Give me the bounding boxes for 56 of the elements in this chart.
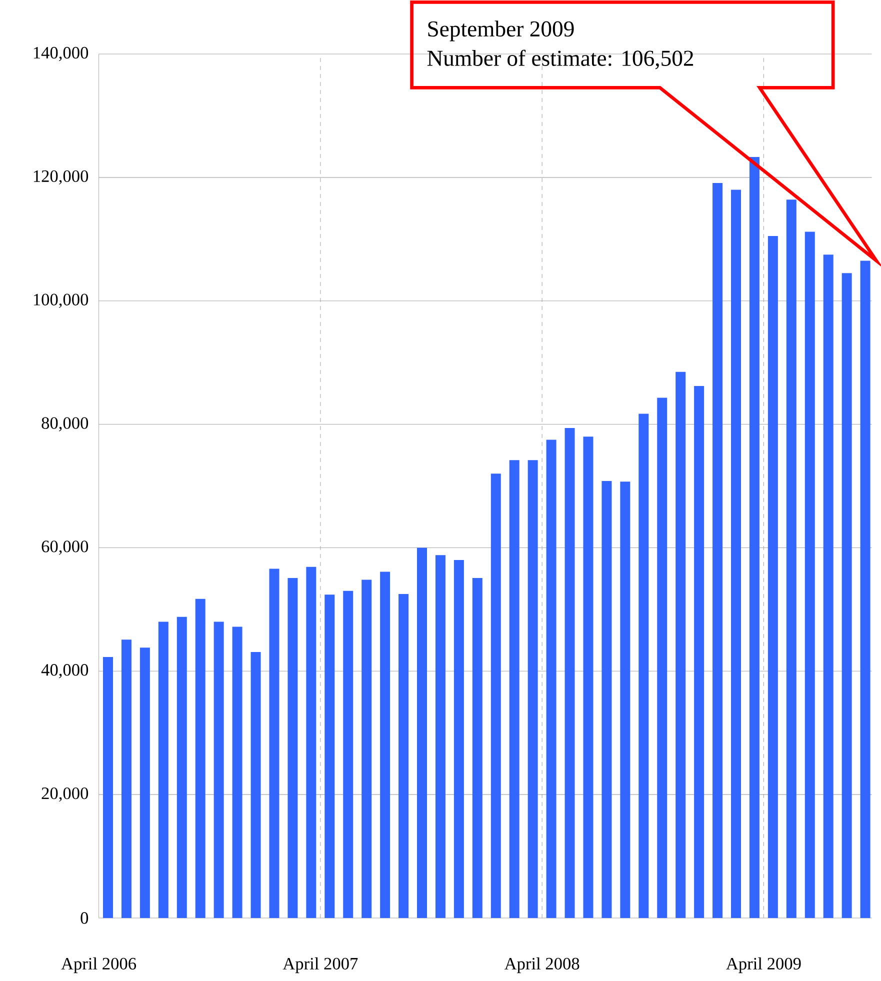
bar: [158, 622, 168, 918]
bar: [657, 398, 668, 918]
bar: [269, 568, 280, 918]
bar: [472, 578, 482, 918]
bar: [638, 414, 649, 918]
bar: [823, 254, 834, 918]
bar: [232, 626, 242, 918]
bar: [842, 273, 852, 918]
bar: [546, 440, 556, 918]
bar: [583, 436, 594, 918]
bar: [694, 386, 704, 918]
bar: [380, 572, 390, 918]
y-tick-label: 60,000: [42, 540, 88, 555]
bar: [362, 580, 372, 918]
bar: [435, 555, 446, 918]
bar: [288, 578, 298, 918]
bar: [195, 598, 206, 918]
bar: [564, 428, 575, 918]
y-tick-label: 120,000: [34, 170, 88, 185]
annotation: Number of estimate: 106,502: [427, 50, 694, 70]
bar: [398, 594, 409, 918]
x-tick-label: April 2006: [61, 957, 136, 974]
bar: [509, 460, 520, 918]
bar: [860, 260, 870, 918]
x-tick-label: April 2008: [504, 957, 580, 974]
y-tick-label: 20,000: [42, 787, 88, 802]
x-tick-label: April 2009: [726, 957, 801, 974]
y-tick-label: 100,000: [34, 294, 88, 308]
bar: [454, 560, 464, 918]
bar: [343, 590, 354, 918]
bar: [250, 652, 261, 918]
bar: [490, 474, 501, 918]
bar: [324, 594, 335, 918]
y-tick-label: 80,000: [42, 417, 88, 432]
bar: [786, 200, 796, 918]
bar: [620, 482, 630, 918]
bar: [676, 372, 686, 918]
bar: [804, 232, 815, 918]
y-tick-label: 140,000: [34, 46, 88, 62]
bar: [768, 236, 778, 918]
y-tick-label: 0: [80, 912, 88, 924]
bar: [176, 616, 187, 918]
bar: [417, 548, 427, 918]
bar: [602, 481, 612, 918]
bar: [140, 648, 150, 918]
bar: [306, 566, 316, 918]
bar: [528, 460, 538, 918]
y-tick-label: 40,000: [41, 664, 88, 678]
bar: [712, 182, 723, 918]
bar: [731, 190, 741, 918]
bar: [214, 622, 224, 918]
bar: [121, 640, 132, 918]
text: September 2009: [428, 20, 574, 42]
x-tick-label: April 2007: [282, 957, 358, 974]
bar: [103, 656, 113, 918]
bar: [749, 157, 760, 918]
